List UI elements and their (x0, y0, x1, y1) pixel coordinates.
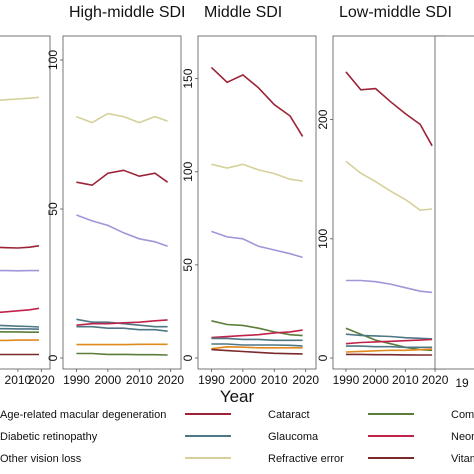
legend: Age-related macular degeneration Cataract… (0, 409, 474, 465)
series-line-dr (211, 337, 303, 342)
legend-item-vitam: Vitam (368, 453, 474, 465)
y-tick-label: 100 (316, 228, 330, 248)
panel-frame-right (434, 35, 474, 370)
series-line-refractive (211, 163, 303, 182)
x-tick-label: 1990 (198, 373, 225, 387)
x-tick-label: 2010 (261, 373, 288, 387)
series-line-amd (211, 230, 303, 259)
x-axis-title: Year (220, 387, 255, 406)
x-tick-label: 2010 (5, 373, 32, 387)
series-line-neona (211, 329, 303, 339)
series-line-other (345, 348, 433, 353)
x-tick-label: 19 (455, 376, 469, 390)
panel-fragment-right: 19 (434, 35, 474, 390)
series-line-amd (0, 269, 39, 272)
panel-frame (0, 35, 51, 370)
series-line-amd (76, 214, 168, 248)
series-line-other (211, 345, 303, 350)
series-line-vitam (345, 353, 433, 356)
series-line-other (0, 339, 39, 342)
x-tick-label: 2020 (292, 373, 319, 387)
series-line-neona (76, 319, 168, 326)
series-line-comm (0, 330, 39, 334)
chart-panel: High-middle SDI 0 50 100 1990 2000 2010 2020 (46, 4, 185, 387)
x-tick-label: 2020 (28, 373, 55, 387)
y-tick-label: 50 (46, 202, 60, 216)
series-line-vitam (211, 348, 303, 355)
legend-item-refractive: Refractive error (185, 453, 344, 465)
y-tick-label: 200 (316, 109, 330, 129)
series-line-dr (76, 325, 168, 332)
legend-item-comm: Comm (368, 409, 474, 421)
legend-label: Vitam (451, 453, 474, 465)
legend-label: Age-related macular degeneration (0, 409, 166, 421)
legend-label: Comm (451, 409, 474, 421)
series-line-cataract (345, 71, 433, 147)
legend-label: Refractive error (268, 453, 344, 465)
series-line-glaucoma (76, 318, 168, 328)
x-tick-label: 2000 (362, 373, 389, 387)
x-tick-label: 2000 (230, 373, 257, 387)
chart-panel: Middle SDI 0 50 100 150 1990 2000 2010 2020 (181, 4, 319, 387)
legend-label: Cataract (268, 409, 310, 421)
series-line-glaucoma (211, 343, 303, 347)
legend-item-glaucoma: Glaucoma (185, 431, 319, 443)
series-line-refractive (345, 160, 433, 212)
y-tick-label: 0 (316, 354, 330, 361)
x-tick-label: 2020 (157, 373, 184, 387)
series-line-neona (0, 307, 40, 314)
panel-frame (197, 35, 317, 370)
legend-item-amd: Age-related macular degeneration (0, 409, 166, 421)
y-tick-label: 100 (46, 50, 60, 70)
series-line-refractive (76, 112, 168, 124)
y-tick-label: 100 (181, 161, 195, 181)
series-line-glaucoma (345, 333, 433, 340)
legend-item-neona: Neona (368, 431, 474, 443)
x-tick-label: 1990 (333, 373, 360, 387)
chart-panel: Low-middle SDI 0 100 200 1990 2000 2010 2020 (316, 4, 452, 387)
x-tick-label: 2020 (422, 373, 449, 387)
legend-item-dr: Diabetic retinopathy (0, 431, 98, 443)
legend-label: Diabetic retinopathy (0, 431, 98, 443)
chart-panel: SDI20102020 (0, 35, 55, 387)
legend-label: Other vision loss (0, 453, 82, 465)
y-tick-label: 50 (181, 258, 195, 272)
series-line-dr (345, 345, 433, 349)
panels: SDI20102020High-middle SDI05010019902000… (0, 4, 452, 387)
legend-item-other: Other vision loss (0, 453, 82, 465)
legend-item-cataract: Cataract (185, 409, 310, 421)
x-tick-label: 2000 (95, 373, 122, 387)
series-line-cataract (76, 169, 169, 187)
series-line-cataract (0, 245, 40, 249)
x-tick-label: 2010 (126, 373, 153, 387)
series-line-comm (76, 352, 168, 356)
x-tick-label: 1990 (63, 373, 90, 387)
series-line-glaucoma (0, 327, 40, 330)
series-line-refractive (0, 96, 40, 102)
panel-title: Low-middle SDI (339, 4, 452, 21)
panel-title: High-middle SDI (69, 4, 185, 21)
panel-title: Middle SDI (204, 4, 282, 21)
series-line-cataract (210, 66, 304, 137)
series-line-neona (345, 338, 433, 345)
panel-frame (62, 35, 182, 370)
y-tick-label: 0 (46, 354, 60, 361)
x-tick-label: 2010 (392, 373, 419, 387)
legend-label: Neona (451, 431, 474, 443)
y-tick-label: 0 (181, 354, 195, 361)
panel-frame (332, 35, 446, 370)
series-line-amd (345, 279, 433, 294)
series-line-comm (211, 320, 303, 337)
series-line-dr (0, 324, 40, 328)
legend-label: Glaucoma (268, 431, 319, 443)
y-tick-label: 150 (181, 68, 195, 88)
